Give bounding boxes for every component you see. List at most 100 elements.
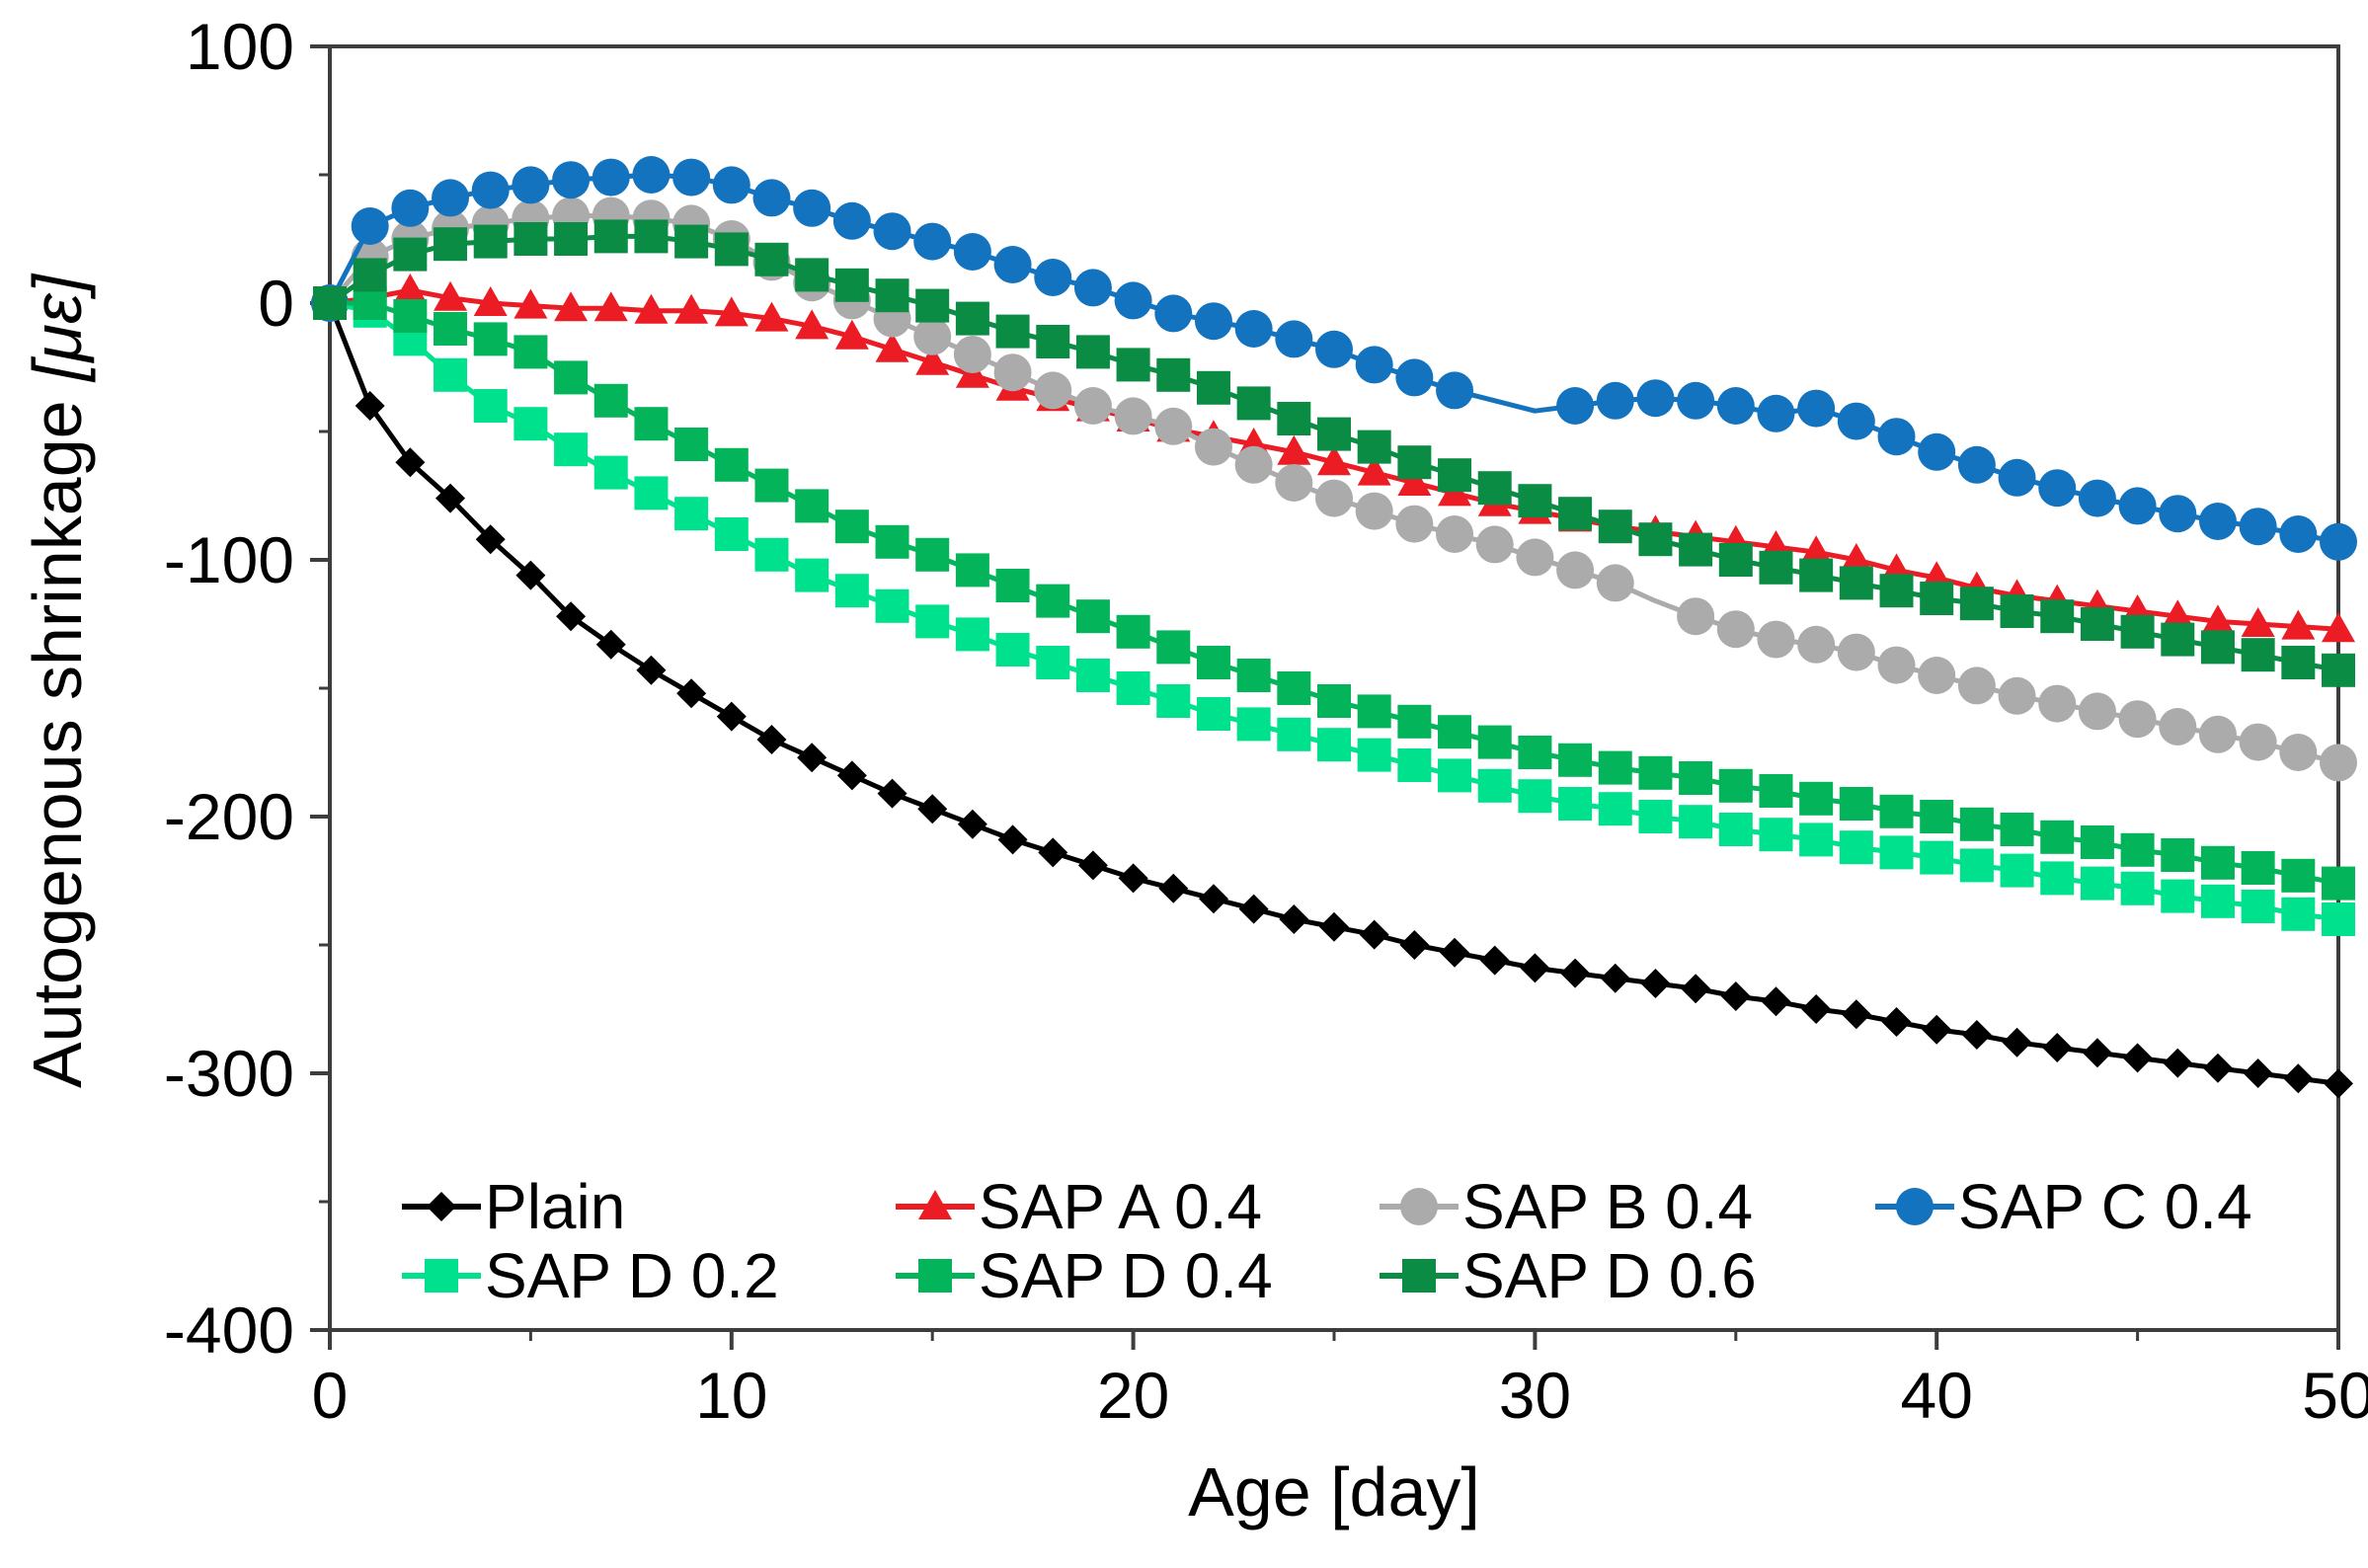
series-marker-sap-b-0-4 [1757,620,1795,659]
series-marker-sap-c-0-4 [552,161,591,199]
series-marker-plain [1961,1020,1992,1050]
x-tick-label: 0 [312,1359,349,1432]
series-marker-sap-d-0-4 [353,286,387,320]
series-marker-plain [957,809,987,839]
series-marker-plain [1158,873,1189,903]
series-marker-sap-d-0-4 [1959,807,1994,841]
series-marker-sap-a-0-4 [513,288,548,319]
y-tick-label: -300 [164,1037,294,1110]
series-marker-sap-c-0-4 [1918,432,1956,471]
series-marker-sap-d-0-2 [513,407,548,441]
series-marker-plain [716,701,747,732]
series-marker-sap-b-0-4 [2320,744,2357,782]
series-marker-sap-d-0-2 [1558,787,1593,821]
series-marker-sap-d-0-2 [2241,890,2275,923]
series-marker-sap-b-0-4 [1234,445,1273,484]
series-marker-sap-c-0-4 [1757,394,1795,432]
series-line-sap-d-0-2 [329,300,2339,922]
series-marker-sap-a-0-4 [1839,543,1873,573]
series-marker-plain [836,760,867,791]
series-marker-sap-d-0-4 [1036,584,1070,618]
series-marker-sap-a-0-4 [714,296,749,327]
series-marker-sap-d-0-2 [2281,897,2316,931]
series-marker-sap-d-0-6 [1477,471,1512,506]
series-marker-sap-d-0-4 [1598,750,1632,785]
series-marker-sap-b-0-4 [1275,464,1313,502]
series-marker-sap-b-0-4 [1436,515,1474,553]
series-marker-plain [1681,974,1711,1004]
y-axis-title: Autogenous shrinkage [με] [19,274,96,1088]
series-marker-sap-d-0-4 [1075,599,1110,634]
series-marker-sap-d-0-6 [795,258,829,292]
series-marker-sap-d-0-2 [1799,823,1834,857]
series-marker-sap-d-0-2 [2000,853,2034,888]
series-sap-b-0-4 [311,196,2357,782]
series-marker-sap-c-0-4 [432,179,470,217]
series-marker-sap-d-0-4 [674,428,709,461]
series-marker-sap-a-0-4 [593,291,628,322]
series-marker-plain [2163,1048,2193,1078]
series-marker-sap-b-0-4 [2118,700,2157,739]
series-marker-sap-d-0-6 [2080,607,2114,641]
series-marker-sap-c-0-4 [632,156,671,194]
series-marker-sap-d-0-4 [1518,736,1552,769]
series-marker-sap-a-0-4 [674,293,709,324]
series-marker-sap-d-0-6 [393,237,428,272]
series-marker-sap-d-0-2 [1438,758,1472,793]
series-marker-plain [1720,981,1751,1011]
series-marker-sap-d-0-4 [1196,646,1230,679]
series-marker-sap-b-0-4 [2198,715,2237,753]
series-marker-sap-a-0-4 [434,280,468,311]
series-marker-plain [2324,1068,2353,1099]
axes: 0 10 20 30 40 50 100 0 -100 -200 -300 -400 [164,10,2368,1432]
series-marker-sap-c-0-4 [1315,330,1353,368]
y-tick-label: -100 [164,523,294,596]
series-marker-plain [1359,919,1389,950]
series-marker-sap-d-0-4 [834,510,869,544]
series-marker-sap-a-0-4 [554,291,589,322]
series-marker-sap-d-0-6 [1598,510,1632,544]
series-marker-sap-c-0-4 [1275,320,1313,358]
series-marker-sap-d-0-4 [1236,659,1271,692]
series-marker-sap-c-0-4 [1114,281,1152,320]
series-marker-sap-d-0-2 [1959,848,1994,883]
series-marker-plain [1279,904,1309,934]
series-marker-sap-d-0-2 [1879,835,1914,870]
series-marker-sap-d-0-4 [434,312,468,346]
series-marker-sap-d-0-6 [2200,630,2235,665]
series-marker-sap-a-0-4 [834,319,869,350]
series-marker-plain [877,778,908,809]
series-marker-sap-d-0-4 [2200,845,2235,880]
series-marker-sap-c-0-4 [512,166,550,204]
series-marker-sap-d-0-6 [2120,614,2155,649]
series-marker-sap-b-0-4 [1395,505,1434,543]
series-marker-sap-c-0-4 [2279,515,2318,553]
series-marker-plain [355,391,385,421]
y-tick-label: -200 [164,780,294,853]
series-marker-sap-d-0-4 [915,537,950,572]
series-marker-plain [1841,999,1871,1030]
series-marker-plain [1640,969,1671,998]
series-marker-plain [797,743,828,773]
series-marker-sap-d-0-4 [1920,800,1954,833]
series-marker-sap-d-0-2 [554,432,589,467]
series-marker-sap-b-0-4 [1034,371,1072,410]
series-marker-sap-c-0-4 [2159,495,2197,533]
series-marker-plain [475,524,506,555]
series-plain [315,288,2353,1099]
series-marker-sap-d-0-6 [1518,484,1552,518]
series-marker-sap-d-0-4 [955,553,989,588]
series-marker-sap-d-0-2 [1598,792,1632,826]
series-marker-sap-d-0-4 [1116,614,1150,649]
series-marker-sap-c-0-4 [1436,371,1474,410]
series-marker-sap-d-0-6 [1920,582,1954,615]
series-marker-sap-d-0-2 [795,558,829,592]
series-marker-sap-b-0-4 [2239,723,2277,761]
series-marker-sap-d-0-6 [1839,566,1873,600]
series-marker-sap-d-0-2 [1156,684,1191,718]
series-marker-sap-b-0-4 [2159,708,2197,745]
series-marker-sap-d-0-4 [513,335,548,369]
series-marker-sap-a-0-4 [1397,466,1432,496]
series-marker-sap-d-0-4 [1357,694,1391,729]
series-marker-sap-d-0-2 [875,588,909,623]
